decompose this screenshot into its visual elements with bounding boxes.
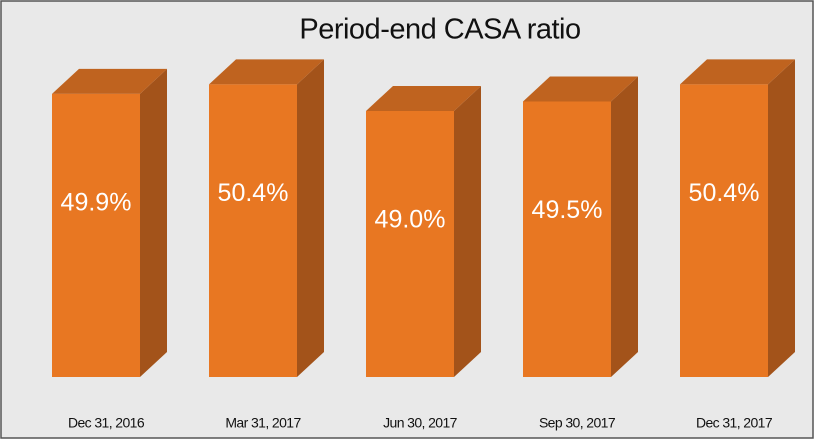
value-label: 49.5% xyxy=(532,196,603,224)
bar-side xyxy=(454,86,481,377)
bar-top xyxy=(366,86,481,111)
bar-top xyxy=(52,68,167,94)
bar xyxy=(209,84,297,378)
value-label: 49.0% xyxy=(375,206,446,234)
value-label: 50.4% xyxy=(689,179,760,207)
x-tick-label: Dec 31, 2016 xyxy=(68,415,145,431)
x-tick-label: Jun 30, 2017 xyxy=(383,415,458,431)
bar-side xyxy=(768,59,795,378)
bar-top xyxy=(680,59,795,85)
bar xyxy=(366,111,454,377)
x-tick-label: Sep 30, 2017 xyxy=(539,415,616,431)
bar-top xyxy=(209,59,324,85)
value-label: 49.9% xyxy=(61,189,132,217)
bar xyxy=(52,93,140,378)
bar-side xyxy=(611,76,638,377)
bar-side xyxy=(297,59,324,378)
bar-top xyxy=(523,76,638,102)
bar-side xyxy=(140,68,167,378)
bar xyxy=(680,84,768,378)
x-tick-label: Mar 31, 2017 xyxy=(225,415,301,431)
value-label: 50.4% xyxy=(218,179,289,207)
x-tick-label: Dec 31, 2017 xyxy=(696,415,773,431)
bar xyxy=(523,101,611,377)
chart-title: Period-end CASA ratio xyxy=(299,14,580,46)
